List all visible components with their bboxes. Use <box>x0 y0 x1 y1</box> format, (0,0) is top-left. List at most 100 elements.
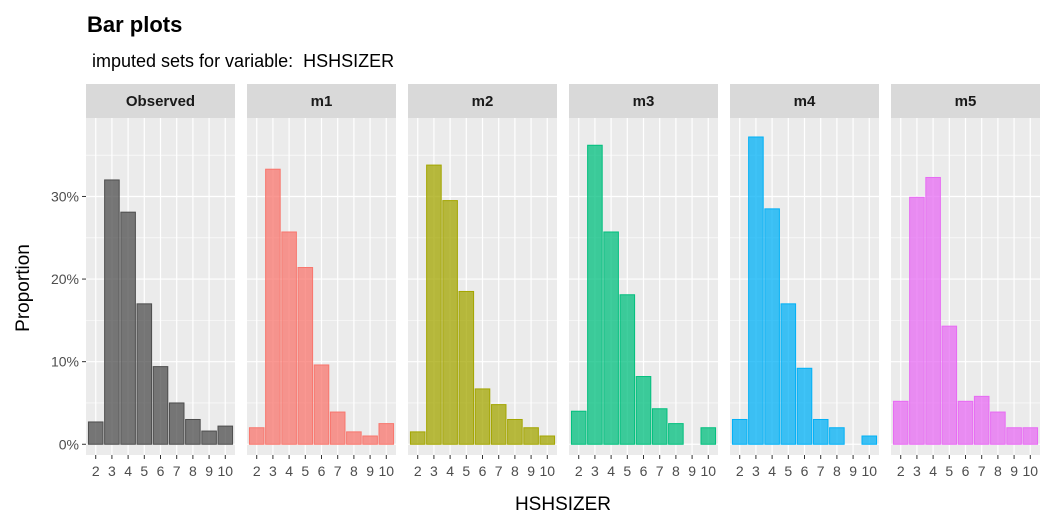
y-tick-label: 20% <box>51 271 79 287</box>
bar-m3-5 <box>619 294 636 445</box>
x-tick-label: 10 <box>217 463 233 479</box>
bar-m1-2 <box>248 427 265 445</box>
x-tick-label: 4 <box>446 463 454 479</box>
bar-m5-9 <box>1006 427 1022 445</box>
panel-m1: m1 2 3 4 5 6 7 8 9 10 <box>247 84 396 479</box>
x-tick-label: 10 <box>861 463 877 479</box>
bar-m1-6 <box>313 364 330 445</box>
bar-observed-3 <box>104 179 120 445</box>
strip-background <box>730 84 879 118</box>
strip-label: m4 <box>794 93 816 110</box>
x-tick-label: 6 <box>801 463 809 479</box>
bar-m1-4 <box>281 231 297 445</box>
bar-m5-6 <box>957 400 974 445</box>
bar-m2-10 <box>539 435 556 445</box>
strip-label: Observed <box>126 93 195 110</box>
bar-m4-2 <box>731 418 748 445</box>
bar-m4-10 <box>861 435 878 445</box>
x-tick-label: 2 <box>575 463 583 479</box>
bar-m4-6 <box>796 367 813 445</box>
x-tick-label: 2 <box>736 463 744 479</box>
x-tick-label: 6 <box>962 463 970 479</box>
panel-m2: m2 2 3 4 5 6 7 8 9 10 <box>408 84 557 479</box>
x-tick-label: 3 <box>752 463 760 479</box>
x-tick-label: 5 <box>462 463 470 479</box>
x-tick-label: 2 <box>253 463 261 479</box>
panel-m5: m5 2 3 4 5 6 7 8 9 10 <box>891 84 1040 479</box>
x-tick-label: 2 <box>414 463 422 479</box>
x-tick-label: 7 <box>978 463 986 479</box>
bar-m1-8 <box>346 431 362 445</box>
x-tick-label: 4 <box>768 463 776 479</box>
bar-observed-4 <box>120 211 136 445</box>
bar-m4-3 <box>748 136 764 445</box>
strip-background <box>247 84 396 118</box>
bar-m5-2 <box>892 400 909 445</box>
x-tick-label: 6 <box>157 463 165 479</box>
bar-m1-5 <box>297 267 314 445</box>
strip-label: m1 <box>311 93 333 110</box>
y-tick-label: 0% <box>59 436 79 452</box>
x-tick-label: 5 <box>623 463 631 479</box>
bar-m3-3 <box>587 144 603 445</box>
bar-m2-3 <box>426 164 442 445</box>
x-tick-label: 8 <box>350 463 358 479</box>
x-tick-label: 7 <box>656 463 664 479</box>
x-tick-label: 9 <box>205 463 213 479</box>
bar-m5-8 <box>990 411 1006 445</box>
strip-background <box>891 84 1040 118</box>
x-tick-label: 9 <box>849 463 857 479</box>
y-axis-title: Proportion <box>13 244 34 332</box>
bar-m2-6 <box>474 388 491 445</box>
bar-observed-5 <box>136 303 153 445</box>
x-tick-label: 4 <box>285 463 293 479</box>
strip-background <box>408 84 557 118</box>
bar-m5-3 <box>909 196 925 445</box>
x-tick-label: 4 <box>124 463 132 479</box>
bar-m1-10 <box>378 423 395 445</box>
chart-title: Bar plots <box>87 12 182 37</box>
bar-observed-10 <box>217 425 234 445</box>
bar-m2-8 <box>507 418 523 445</box>
bar-m1-9 <box>362 435 378 445</box>
x-tick-label: 7 <box>495 463 503 479</box>
bar-observed-6 <box>152 366 169 445</box>
bar-observed-8 <box>185 418 201 445</box>
bar-m5-10 <box>1022 427 1039 445</box>
x-tick-label: 3 <box>591 463 599 479</box>
bar-m4-5 <box>780 303 797 445</box>
x-tick-label: 8 <box>189 463 197 479</box>
x-tick-label: 5 <box>140 463 148 479</box>
bar-m5-5 <box>941 325 958 445</box>
x-tick-label: 3 <box>430 463 438 479</box>
bar-observed-9 <box>201 430 217 445</box>
bar-m2-5 <box>458 290 475 445</box>
x-tick-label: 10 <box>378 463 394 479</box>
bar-m1-3 <box>265 168 281 445</box>
x-tick-label: 5 <box>784 463 792 479</box>
bar-m4-8 <box>829 427 845 445</box>
x-tick-label: 9 <box>1010 463 1018 479</box>
panel-observed: Observed 2 3 4 5 6 7 8 9 10 <box>86 84 235 479</box>
x-tick-label: 8 <box>511 463 519 479</box>
strip-background <box>86 84 235 118</box>
x-tick-label: 5 <box>301 463 309 479</box>
panel-m4: m4 2 3 4 5 6 7 8 9 10 <box>730 84 879 479</box>
x-tick-label: 10 <box>700 463 716 479</box>
x-tick-label: 9 <box>366 463 374 479</box>
x-tick-label: 4 <box>607 463 615 479</box>
x-tick-label: 2 <box>92 463 100 479</box>
bar-m3-7 <box>651 408 668 445</box>
x-tick-label: 7 <box>334 463 342 479</box>
strip-label: m5 <box>955 93 977 110</box>
y-tick-label: 30% <box>51 188 79 204</box>
chart-subtitle: imputed sets for variable: HSHSIZER <box>87 51 394 71</box>
bar-m5-7 <box>973 395 990 445</box>
x-tick-label: 8 <box>672 463 680 479</box>
y-axis: 0% 10% 20% 30% <box>51 188 86 452</box>
bar-m1-7 <box>329 411 346 445</box>
bar-m2-4 <box>442 200 458 445</box>
strip-label: m2 <box>472 93 494 110</box>
